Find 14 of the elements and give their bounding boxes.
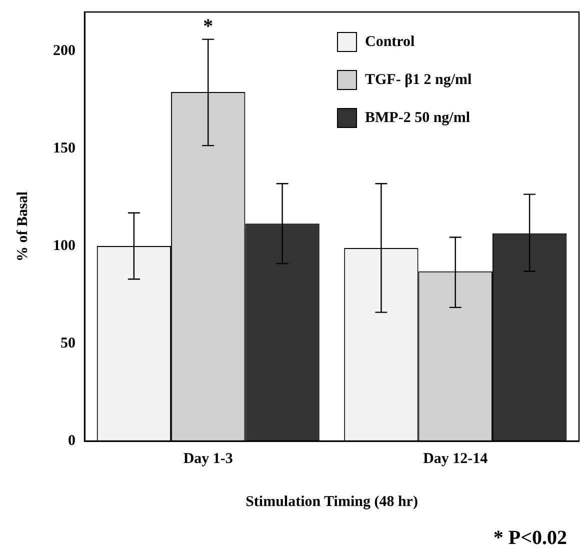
- text: * P<0.02: [493, 527, 567, 550]
- y-tick-label: 100: [53, 238, 76, 254]
- legend-label: BMP-2 50 ng/ml: [365, 110, 470, 126]
- x-axis-title: Stimulation Timing (48 hr): [246, 494, 418, 510]
- y-tick-label: 50: [60, 335, 76, 352]
- y-tick-label: 0: [68, 432, 76, 449]
- y-tick-label: 200: [53, 42, 76, 59]
- y-axis-title: % of Basal: [14, 191, 31, 262]
- y-tick-label: 150: [53, 140, 76, 156]
- x-tick-label: Day 12-14: [423, 450, 488, 467]
- annotation: *: [203, 15, 214, 38]
- legend-label: TGF- β1 2 ng/ml: [365, 72, 472, 88]
- legend-label: Control: [365, 34, 415, 50]
- x-tick-label: Day 1-3: [183, 450, 233, 467]
